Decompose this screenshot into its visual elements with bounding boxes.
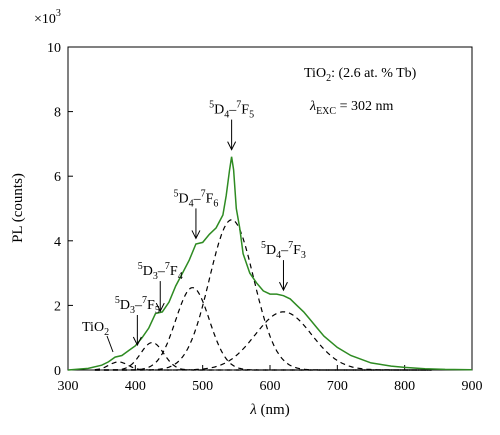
plot-frame — [67, 46, 473, 371]
peak-arrow-head — [191, 230, 201, 240]
fit-component — [94, 311, 432, 371]
x-tick-label: 800 — [394, 379, 415, 394]
x-tick-label: 500 — [192, 379, 213, 394]
x-tick-label: 700 — [327, 379, 348, 394]
measured-spectrum-line — [67, 156, 473, 371]
peak-arrow-head — [155, 302, 165, 313]
peak-arrow-head — [132, 336, 142, 347]
peak-arrow-head — [227, 141, 237, 151]
y-tick-label: 0 — [54, 364, 61, 379]
y-axis-title: PL (counts) — [10, 173, 26, 243]
y-tick-label: 4 — [54, 235, 61, 250]
peak-label: 5D4–7F6 — [173, 188, 218, 209]
y-axis-ticks: 0 2 4 6 8 10 — [47, 41, 73, 379]
peak-arrow-head — [279, 281, 288, 292]
peak-annotations: 5D3–7F5 5D3–7F4 5D4–7F6 5D4–7F5 5D4–7F3 — [115, 100, 306, 347]
y-tick-label: 8 — [54, 106, 61, 121]
peak-label: 5D4–7F3 — [261, 240, 306, 261]
x-axis-ticks: 300 400 500 600 700 800 900 — [58, 365, 483, 394]
tio2-pointer-line — [106, 335, 114, 353]
fit-component — [94, 342, 432, 371]
sample-label: TiO2: (2.6 at. % Tb) — [304, 66, 417, 84]
x-axis-title: λ (nm) — [249, 402, 289, 418]
y-tick-label: 2 — [54, 299, 61, 314]
peak-label: 5D4–7F5 — [209, 100, 254, 121]
excitation-label: λEXC = 302 nm — [309, 99, 393, 117]
fit-component-curves — [94, 219, 432, 371]
x-tick-label: 900 — [462, 379, 483, 394]
fit-component — [94, 361, 432, 371]
x-tick-label: 400 — [125, 379, 146, 394]
y-tick-label: 6 — [54, 170, 61, 185]
x-tick-label: 300 — [58, 379, 79, 394]
tio2-band-label: TiO2 — [82, 320, 109, 338]
peak-label: 5D3–7F4 — [138, 261, 183, 282]
peak-label: 5D3–7F5 — [115, 295, 160, 316]
x-tick-label: 600 — [260, 379, 281, 394]
y-tick-label: 10 — [47, 41, 61, 56]
y-multiplier: ×103 — [34, 8, 61, 27]
